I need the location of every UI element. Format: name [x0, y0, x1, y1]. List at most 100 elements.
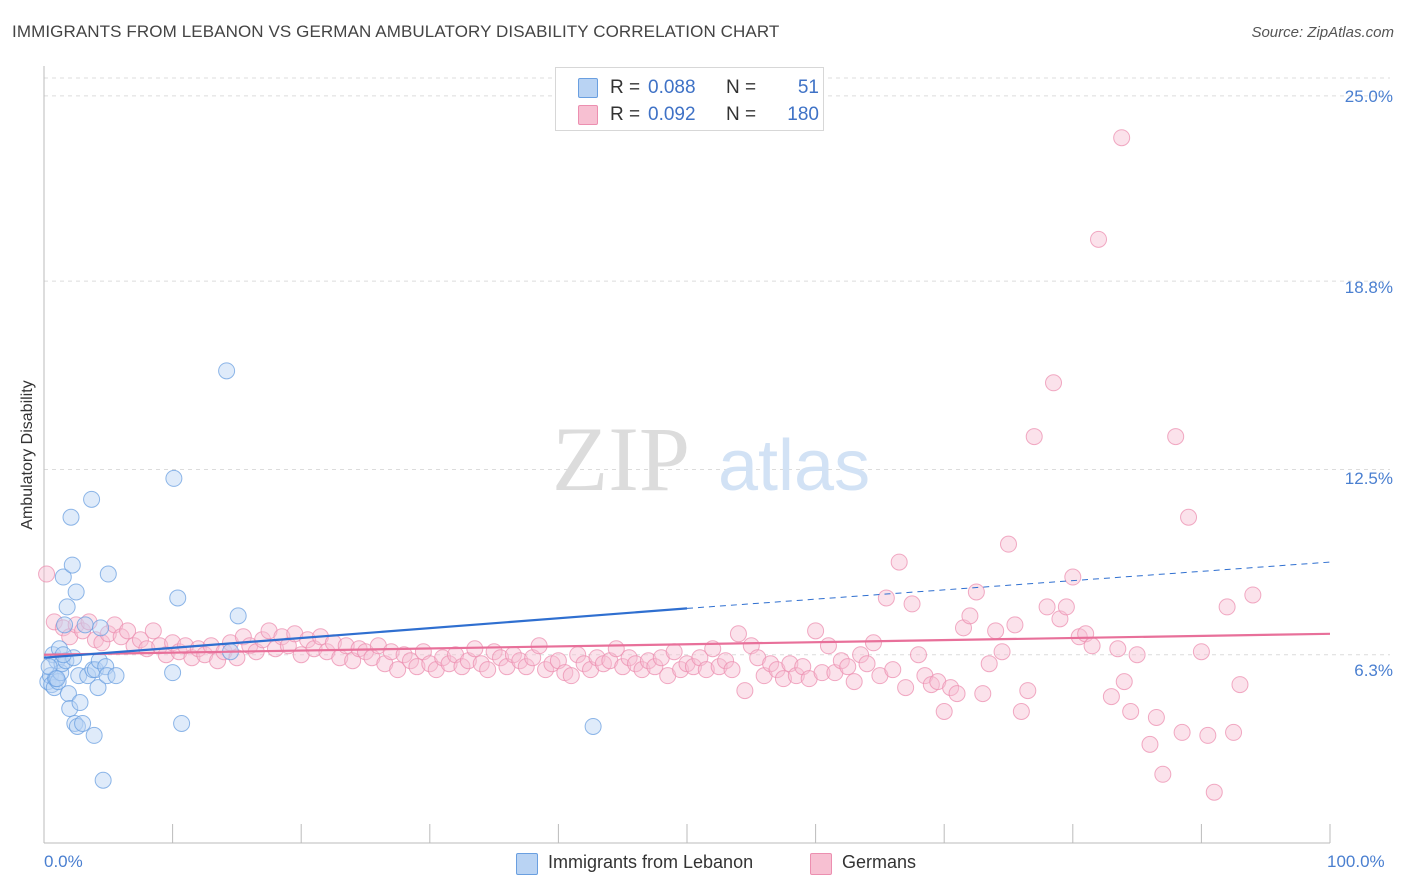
- germans-point: [639, 652, 657, 670]
- germans-point: [852, 646, 870, 664]
- germans-point: [993, 643, 1011, 661]
- germans-point: [1199, 726, 1217, 744]
- lebanon-point: [56, 616, 74, 634]
- germans-point: [1244, 586, 1262, 604]
- germans-point: [144, 622, 162, 640]
- legend-label: Germans: [842, 852, 917, 872]
- germans-point: [672, 661, 690, 679]
- lebanon-point: [67, 583, 85, 601]
- germans-point: [961, 607, 979, 625]
- germans-point: [228, 649, 246, 667]
- germans-point: [440, 655, 458, 673]
- germans-point: [588, 649, 606, 667]
- y-tick-label-12-5: 12.5%: [1344, 469, 1393, 488]
- trend-lines: [43, 561, 1331, 659]
- germans-point: [974, 685, 992, 703]
- germans-point: [839, 658, 857, 676]
- axis-layer: [43, 66, 1331, 844]
- lebanon-point: [54, 568, 72, 586]
- lebanon-point: [62, 508, 80, 526]
- germans-point: [980, 655, 998, 673]
- germans-point: [1019, 682, 1037, 700]
- germans-point: [38, 565, 56, 583]
- germans-trend-line: [43, 632, 1331, 656]
- germans-point: [453, 658, 471, 676]
- lebanon-point: [94, 771, 112, 789]
- germans-point: [762, 655, 780, 673]
- lebanon-point: [48, 670, 66, 688]
- lebanon-point: [89, 679, 107, 697]
- germans-point: [1006, 616, 1024, 634]
- lebanon-point: [98, 667, 116, 685]
- germans-point: [1225, 723, 1243, 741]
- lebanon-point: [107, 667, 125, 685]
- germans-point: [54, 619, 72, 637]
- lebanon-point: [63, 556, 81, 574]
- lebanon-trend-line: [43, 607, 688, 659]
- watermark: ZIP atlas: [552, 408, 870, 510]
- germans-points: [38, 129, 1262, 801]
- germans-point: [511, 652, 529, 670]
- germans-point: [819, 637, 837, 655]
- y-tick-label-6-3: 6.3%: [1354, 661, 1393, 680]
- germans-point: [614, 658, 632, 676]
- lebanon-point: [59, 685, 77, 703]
- germans-point: [1205, 783, 1223, 801]
- lebanon-point: [58, 598, 76, 616]
- germans-point: [807, 622, 825, 640]
- watermark-atlas: atlas: [718, 426, 870, 506]
- germans-point: [562, 667, 580, 685]
- germans-point: [1109, 640, 1127, 658]
- germans-point: [1064, 568, 1082, 586]
- germans-point: [45, 613, 63, 631]
- germans-point: [434, 649, 452, 667]
- lebanon-point: [83, 490, 101, 508]
- germans-point: [729, 625, 747, 643]
- germans-point: [1128, 646, 1146, 664]
- lebanon-point: [68, 717, 86, 735]
- germans-point: [517, 658, 535, 676]
- r-label: R =: [610, 77, 641, 98]
- stats-legend: R = 0.088 N = 51 R = 0.092 N = 180: [555, 67, 824, 131]
- germans-point: [1038, 598, 1056, 616]
- germans-point: [1167, 428, 1185, 446]
- germans-point: [897, 679, 915, 697]
- germans-point: [627, 655, 645, 673]
- germans-point: [472, 655, 490, 673]
- lebanon-point: [70, 667, 88, 685]
- r-value: 0.088: [648, 77, 696, 98]
- germans-point: [389, 661, 407, 679]
- lebanon-point: [218, 362, 236, 380]
- germans-point: [903, 595, 921, 613]
- germans-point: [1113, 129, 1131, 147]
- lebanon-point: [92, 619, 110, 637]
- watermark-zip: ZIP: [552, 408, 690, 510]
- lebanon-point: [85, 726, 103, 744]
- germans-point: [1045, 374, 1063, 392]
- germans-point: [864, 634, 882, 652]
- germans-point: [723, 661, 741, 679]
- lebanon-point: [173, 714, 191, 732]
- germans-point: [1180, 508, 1198, 526]
- y-axis-label: Ambulatory Disability: [19, 380, 36, 530]
- lebanon-point: [584, 717, 602, 735]
- lebanon-legend-swatch: [516, 853, 538, 875]
- germans-point: [112, 628, 130, 646]
- y-tick-label-25-0: 25.0%: [1344, 87, 1393, 106]
- x-tick-label-min: 0.0%: [44, 852, 83, 871]
- germans-point: [408, 658, 426, 676]
- germans-point: [1025, 428, 1043, 446]
- germans-point: [774, 670, 792, 688]
- germans-point: [845, 673, 863, 691]
- x-tick-label-max: 100.0%: [1327, 852, 1385, 871]
- germans-point: [877, 589, 895, 607]
- germans-point: [382, 643, 400, 661]
- germans-point: [787, 667, 805, 685]
- germans-point: [299, 631, 317, 649]
- legend-label: Immigrants from Lebanon: [548, 852, 754, 872]
- germans-point: [537, 661, 555, 679]
- germans-point: [1173, 723, 1191, 741]
- germans-point: [395, 646, 413, 664]
- lebanon-points: [39, 362, 602, 789]
